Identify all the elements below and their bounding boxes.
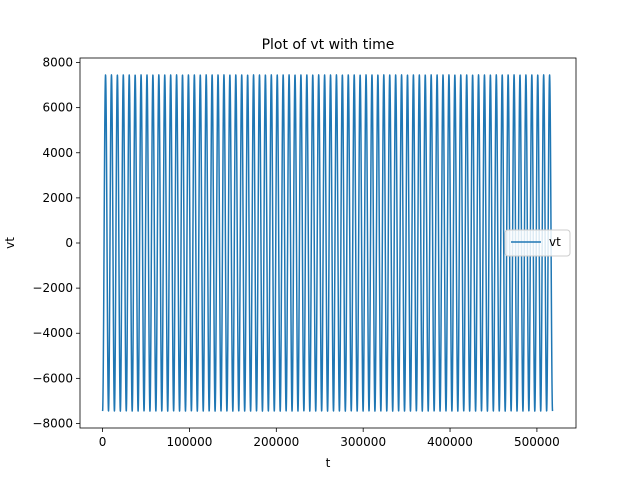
y-axis-ticks: −8000 −6000 −4000 −2000 0 2000 4000 6000 8000 xyxy=(32,56,80,430)
x-tick-label: 300000 xyxy=(340,435,386,449)
x-axis-title: t xyxy=(326,456,331,470)
chart-title: Plot of vt with time xyxy=(262,37,395,53)
x-tick-label: 500000 xyxy=(514,435,560,449)
x-tick-label: 200000 xyxy=(253,435,299,449)
y-tick-label: 6000 xyxy=(42,101,73,115)
x-tick-label: 0 xyxy=(99,435,107,449)
y-tick-label: 8000 xyxy=(42,56,73,70)
y-axis-title: vt xyxy=(3,237,17,249)
x-tick-label: 400000 xyxy=(427,435,473,449)
legend: vt xyxy=(504,229,571,257)
y-tick-label: 4000 xyxy=(42,146,73,160)
y-tick-label: −8000 xyxy=(32,416,73,430)
x-tick-label: 100000 xyxy=(167,435,213,449)
series-line-vt xyxy=(101,74,554,412)
y-tick-label: −4000 xyxy=(32,326,73,340)
legend-label-vt: vt xyxy=(549,235,561,249)
y-tick-label: 2000 xyxy=(42,191,73,205)
legend-box xyxy=(504,229,571,257)
x-axis-ticks: 0 100000 200000 300000 400000 500000 xyxy=(99,428,560,449)
y-tick-label: −6000 xyxy=(32,371,73,385)
y-tick-label: −2000 xyxy=(32,281,73,295)
y-tick-label: 0 xyxy=(65,236,73,250)
